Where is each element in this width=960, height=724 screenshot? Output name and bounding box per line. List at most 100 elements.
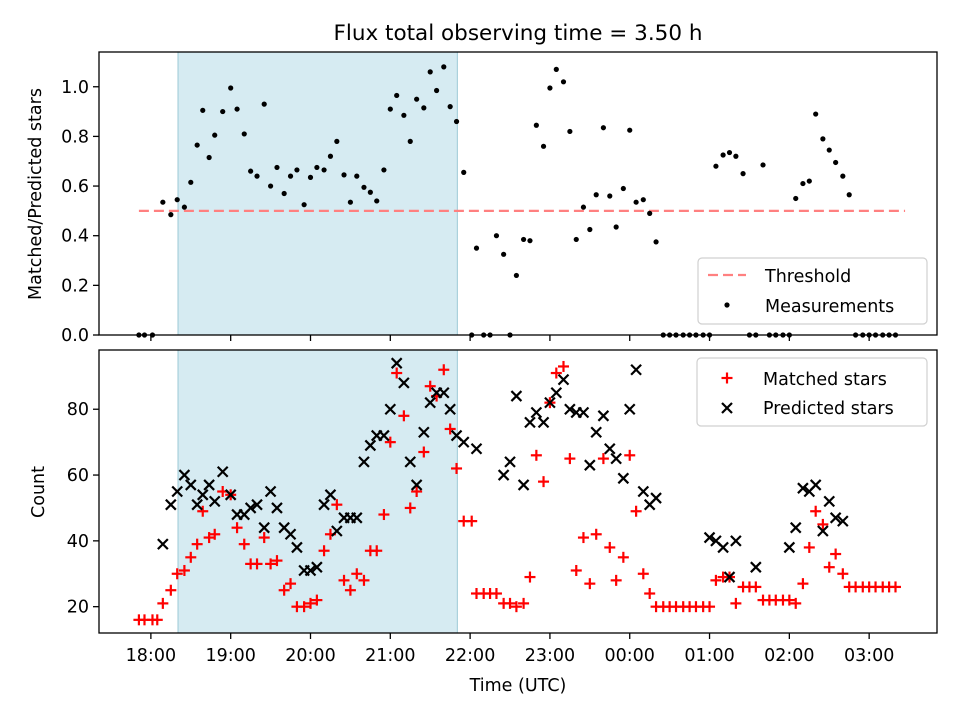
predicted-point xyxy=(324,489,337,501)
x-tick-label: 03:00 xyxy=(844,646,894,666)
measurement-point xyxy=(314,164,320,171)
matched-point xyxy=(404,502,416,514)
matched-point xyxy=(644,588,656,600)
matched-point xyxy=(466,515,478,527)
top-y-axis-label: Matched/Predicted stars xyxy=(26,88,46,300)
measurement-point xyxy=(453,118,460,125)
predicted-point xyxy=(530,406,543,419)
bottom-legend-box xyxy=(696,357,928,427)
matched-point xyxy=(265,558,277,570)
matched-point xyxy=(444,423,456,435)
predicted-point xyxy=(723,571,736,583)
predicted-point xyxy=(750,561,762,573)
predicted-point xyxy=(524,416,536,429)
predicted-point xyxy=(224,489,237,501)
matched-point xyxy=(191,538,203,550)
predicted-point xyxy=(311,561,323,573)
predicted-point xyxy=(504,456,516,468)
predicted-point xyxy=(470,442,483,455)
measurement-point xyxy=(587,226,593,233)
predicted-point xyxy=(817,525,829,537)
matched-point xyxy=(490,588,502,600)
predicted-point xyxy=(203,479,215,491)
predicted-point xyxy=(424,396,436,409)
matched-point xyxy=(438,364,450,376)
predicted-point xyxy=(444,403,456,416)
predicted-point xyxy=(244,502,257,514)
matched-point xyxy=(238,538,250,550)
matched-point xyxy=(530,449,542,461)
bottom-legend: Matched stars Predicted stars xyxy=(696,357,928,427)
measurement-point xyxy=(274,164,280,171)
measurement-point xyxy=(254,173,260,179)
predicted-point xyxy=(717,541,729,554)
measurement-point xyxy=(433,87,440,94)
matched-point xyxy=(378,509,390,521)
matched-point xyxy=(398,410,410,422)
matched-point xyxy=(597,453,609,465)
matched-point xyxy=(331,499,343,511)
chart-title: Flux total observing time = 3.50 h xyxy=(334,21,703,46)
measurement-point xyxy=(261,101,267,107)
matched-point xyxy=(178,564,190,576)
predicted-point xyxy=(630,363,642,376)
predicted-point xyxy=(378,429,390,442)
predicted-point xyxy=(823,495,836,508)
measurement-point xyxy=(361,184,367,190)
matched-point xyxy=(538,476,550,488)
predicted-point xyxy=(783,541,796,554)
x-axis-label: Time (UTC) xyxy=(469,676,567,696)
matched-point xyxy=(604,541,616,553)
measurement-point xyxy=(241,131,247,137)
measurement-point xyxy=(573,236,579,243)
measurement-point xyxy=(501,251,507,257)
predicted-point xyxy=(604,442,616,455)
y-tick-label: 0.0 xyxy=(61,326,89,346)
legend-predicted-label: Predicted stars xyxy=(763,399,894,419)
measurement-point xyxy=(527,238,533,244)
predicted-point xyxy=(703,531,716,544)
matched-point xyxy=(630,505,642,517)
measurement-point xyxy=(733,153,739,159)
predicted-point xyxy=(284,528,297,541)
count-points xyxy=(133,357,901,626)
predicted-point xyxy=(797,482,809,494)
predicted-point xyxy=(404,456,417,468)
measurement-point xyxy=(321,167,327,173)
matched-point xyxy=(391,367,403,379)
predicted-point xyxy=(171,485,183,498)
predicted-point xyxy=(584,459,596,471)
measurement-point xyxy=(327,153,334,159)
measurement-point xyxy=(613,224,619,230)
matched-point xyxy=(185,551,197,563)
measurement-point xyxy=(806,178,812,184)
y-tick-label: 0.4 xyxy=(61,227,89,247)
matched-point xyxy=(557,360,569,372)
x-tick-label: 19:00 xyxy=(205,646,255,666)
matched-point xyxy=(803,541,815,553)
matched-point xyxy=(318,545,330,557)
measurement-point xyxy=(407,138,413,144)
predicted-point xyxy=(623,403,636,416)
measurement-point xyxy=(374,198,380,204)
predicted-point xyxy=(590,426,602,439)
predicted-point xyxy=(730,535,742,547)
predicted-point xyxy=(650,492,662,504)
bottom-plot-frame xyxy=(98,349,938,634)
matched-point xyxy=(209,528,221,540)
measurement-point xyxy=(653,239,659,245)
matched-point xyxy=(418,446,430,458)
matched-point xyxy=(790,597,802,609)
legend-predicted-swatch xyxy=(721,402,733,414)
matched-point xyxy=(358,574,370,586)
measurement-point xyxy=(341,172,347,178)
predicted-point xyxy=(390,357,403,369)
measurement-point xyxy=(720,152,726,158)
matched-point xyxy=(304,597,316,609)
measurement-point xyxy=(267,183,274,189)
measurement-point xyxy=(181,204,187,210)
matched-point xyxy=(311,594,323,606)
measurement-point xyxy=(833,159,839,166)
measurement-point xyxy=(228,85,234,91)
measurement-point xyxy=(726,149,733,156)
